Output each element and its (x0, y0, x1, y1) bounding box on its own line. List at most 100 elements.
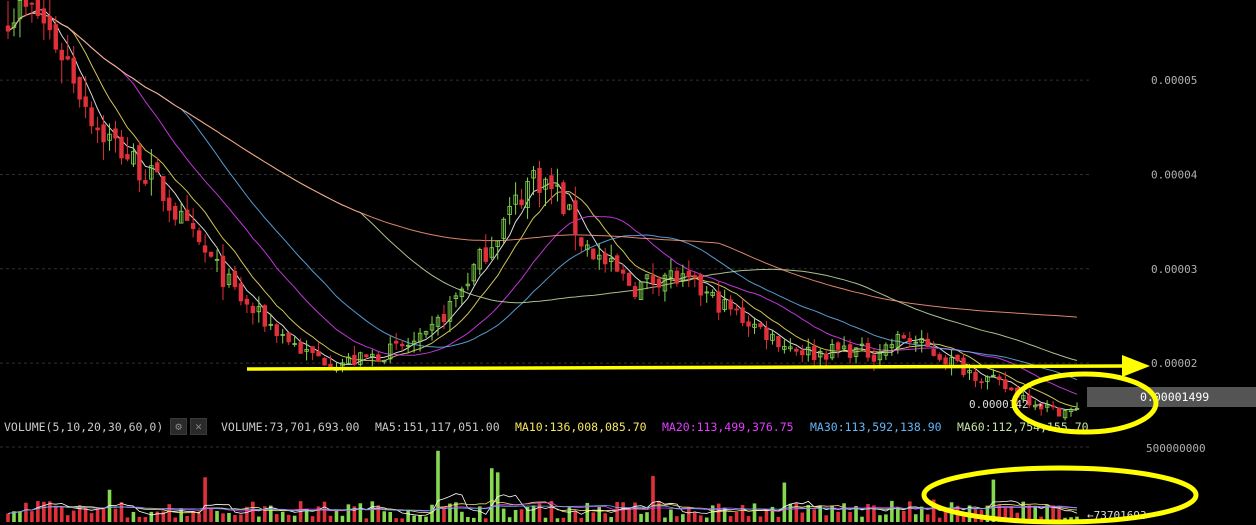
candle-body (423, 331, 429, 335)
candle-body (788, 346, 793, 350)
candle-body (740, 307, 745, 324)
volume-bar (173, 517, 178, 522)
candle-body (812, 346, 817, 361)
volume-bar (890, 500, 894, 522)
volume-bar (716, 503, 721, 522)
candle-body (364, 354, 369, 358)
candle-body (680, 273, 686, 281)
volume-bar (185, 516, 189, 522)
candle-body (405, 344, 411, 347)
candle-body (1032, 404, 1038, 408)
volume-bar (818, 505, 823, 522)
volume-bar (137, 516, 142, 522)
candle-body (346, 356, 351, 364)
candle-body (274, 324, 279, 337)
volume-bar (698, 515, 703, 522)
candle-body (829, 344, 835, 359)
candle-body (1003, 379, 1008, 390)
candle-body (823, 353, 829, 360)
volume-bar (292, 515, 297, 522)
candle-body (835, 342, 841, 350)
candle-body (764, 327, 769, 341)
volume-bar (442, 506, 446, 522)
candle-body (489, 247, 494, 258)
candle-body (668, 270, 674, 278)
volume-bar (1057, 509, 1061, 522)
candle-body (483, 247, 488, 262)
volume-bar (1045, 504, 1049, 522)
volume-bar (597, 507, 602, 522)
volume-bar (460, 511, 464, 522)
price-candles (5, 0, 1080, 421)
volume-bar (633, 502, 637, 522)
volume-bar (794, 503, 799, 522)
volume-bar (788, 503, 793, 522)
volume-bar (919, 506, 924, 522)
volume-bar (406, 509, 410, 522)
candle-body (11, 22, 17, 28)
candle-body (310, 346, 315, 354)
volume-bar (579, 517, 584, 522)
price-axis-tick: 0.00003 (1151, 263, 1197, 276)
candle-body (29, 2, 35, 5)
candle-body (955, 354, 960, 362)
volume-bar (567, 506, 572, 522)
gear-icon[interactable]: ⚙ (170, 418, 187, 435)
volume-bar (531, 505, 536, 522)
arrow-right-icon (1122, 355, 1150, 377)
volume-bar (854, 505, 858, 522)
volume-bar (609, 516, 613, 522)
volume-bar (561, 517, 566, 522)
candle-body (435, 316, 441, 327)
candle-body (818, 351, 823, 358)
support-arrow-annotation (246, 355, 1150, 377)
volume-bar (155, 511, 160, 522)
volume-bar (860, 516, 864, 522)
volume-bar (752, 503, 757, 522)
candle-body (907, 338, 912, 343)
volume-bar (687, 507, 691, 522)
volume-bar (268, 505, 273, 522)
candle-body (5, 25, 11, 32)
candle-body (280, 334, 285, 336)
candle-body (549, 175, 554, 190)
close-icon[interactable]: ✕ (190, 418, 207, 435)
candle-body (477, 249, 482, 270)
volume-bar (119, 502, 124, 522)
candle-body (614, 255, 620, 272)
volume-bar (143, 517, 148, 522)
candle-body (107, 133, 112, 141)
volume-bar (6, 513, 10, 522)
volume-bar (1051, 505, 1055, 522)
volume-bar (1015, 512, 1020, 522)
candle-body (298, 342, 303, 354)
candle-body (967, 369, 972, 374)
candle-body (597, 254, 602, 260)
volume-bar (370, 501, 375, 522)
volume-bar (836, 511, 840, 522)
volume-bar (418, 515, 422, 522)
candle-body (382, 360, 387, 363)
volume-bar (400, 518, 404, 522)
volume-bar (591, 512, 596, 522)
candle-body (865, 342, 871, 358)
volume-bar (424, 516, 428, 522)
candle-body (184, 209, 190, 221)
candle-body (190, 223, 196, 230)
candle-body (925, 338, 930, 347)
candle-body (131, 150, 136, 165)
volume-ma-lines (7, 493, 1078, 516)
volume-bar (776, 516, 781, 522)
candle-body (1074, 408, 1080, 410)
volume-bar (1033, 505, 1037, 522)
candle-body (710, 291, 715, 296)
volume-bar (376, 505, 381, 522)
candle-body (95, 127, 100, 131)
volume-value-label: VOLUME:73,701,693.00 (221, 420, 360, 434)
volume-ma10-label: MA10:136,008,085.70 (515, 420, 647, 434)
volume-bar (221, 513, 225, 522)
volume-bar (543, 517, 548, 522)
volume-bar (722, 507, 727, 522)
volume-bar (179, 508, 183, 522)
price-axis-tick: 0.00002 (1151, 357, 1197, 370)
